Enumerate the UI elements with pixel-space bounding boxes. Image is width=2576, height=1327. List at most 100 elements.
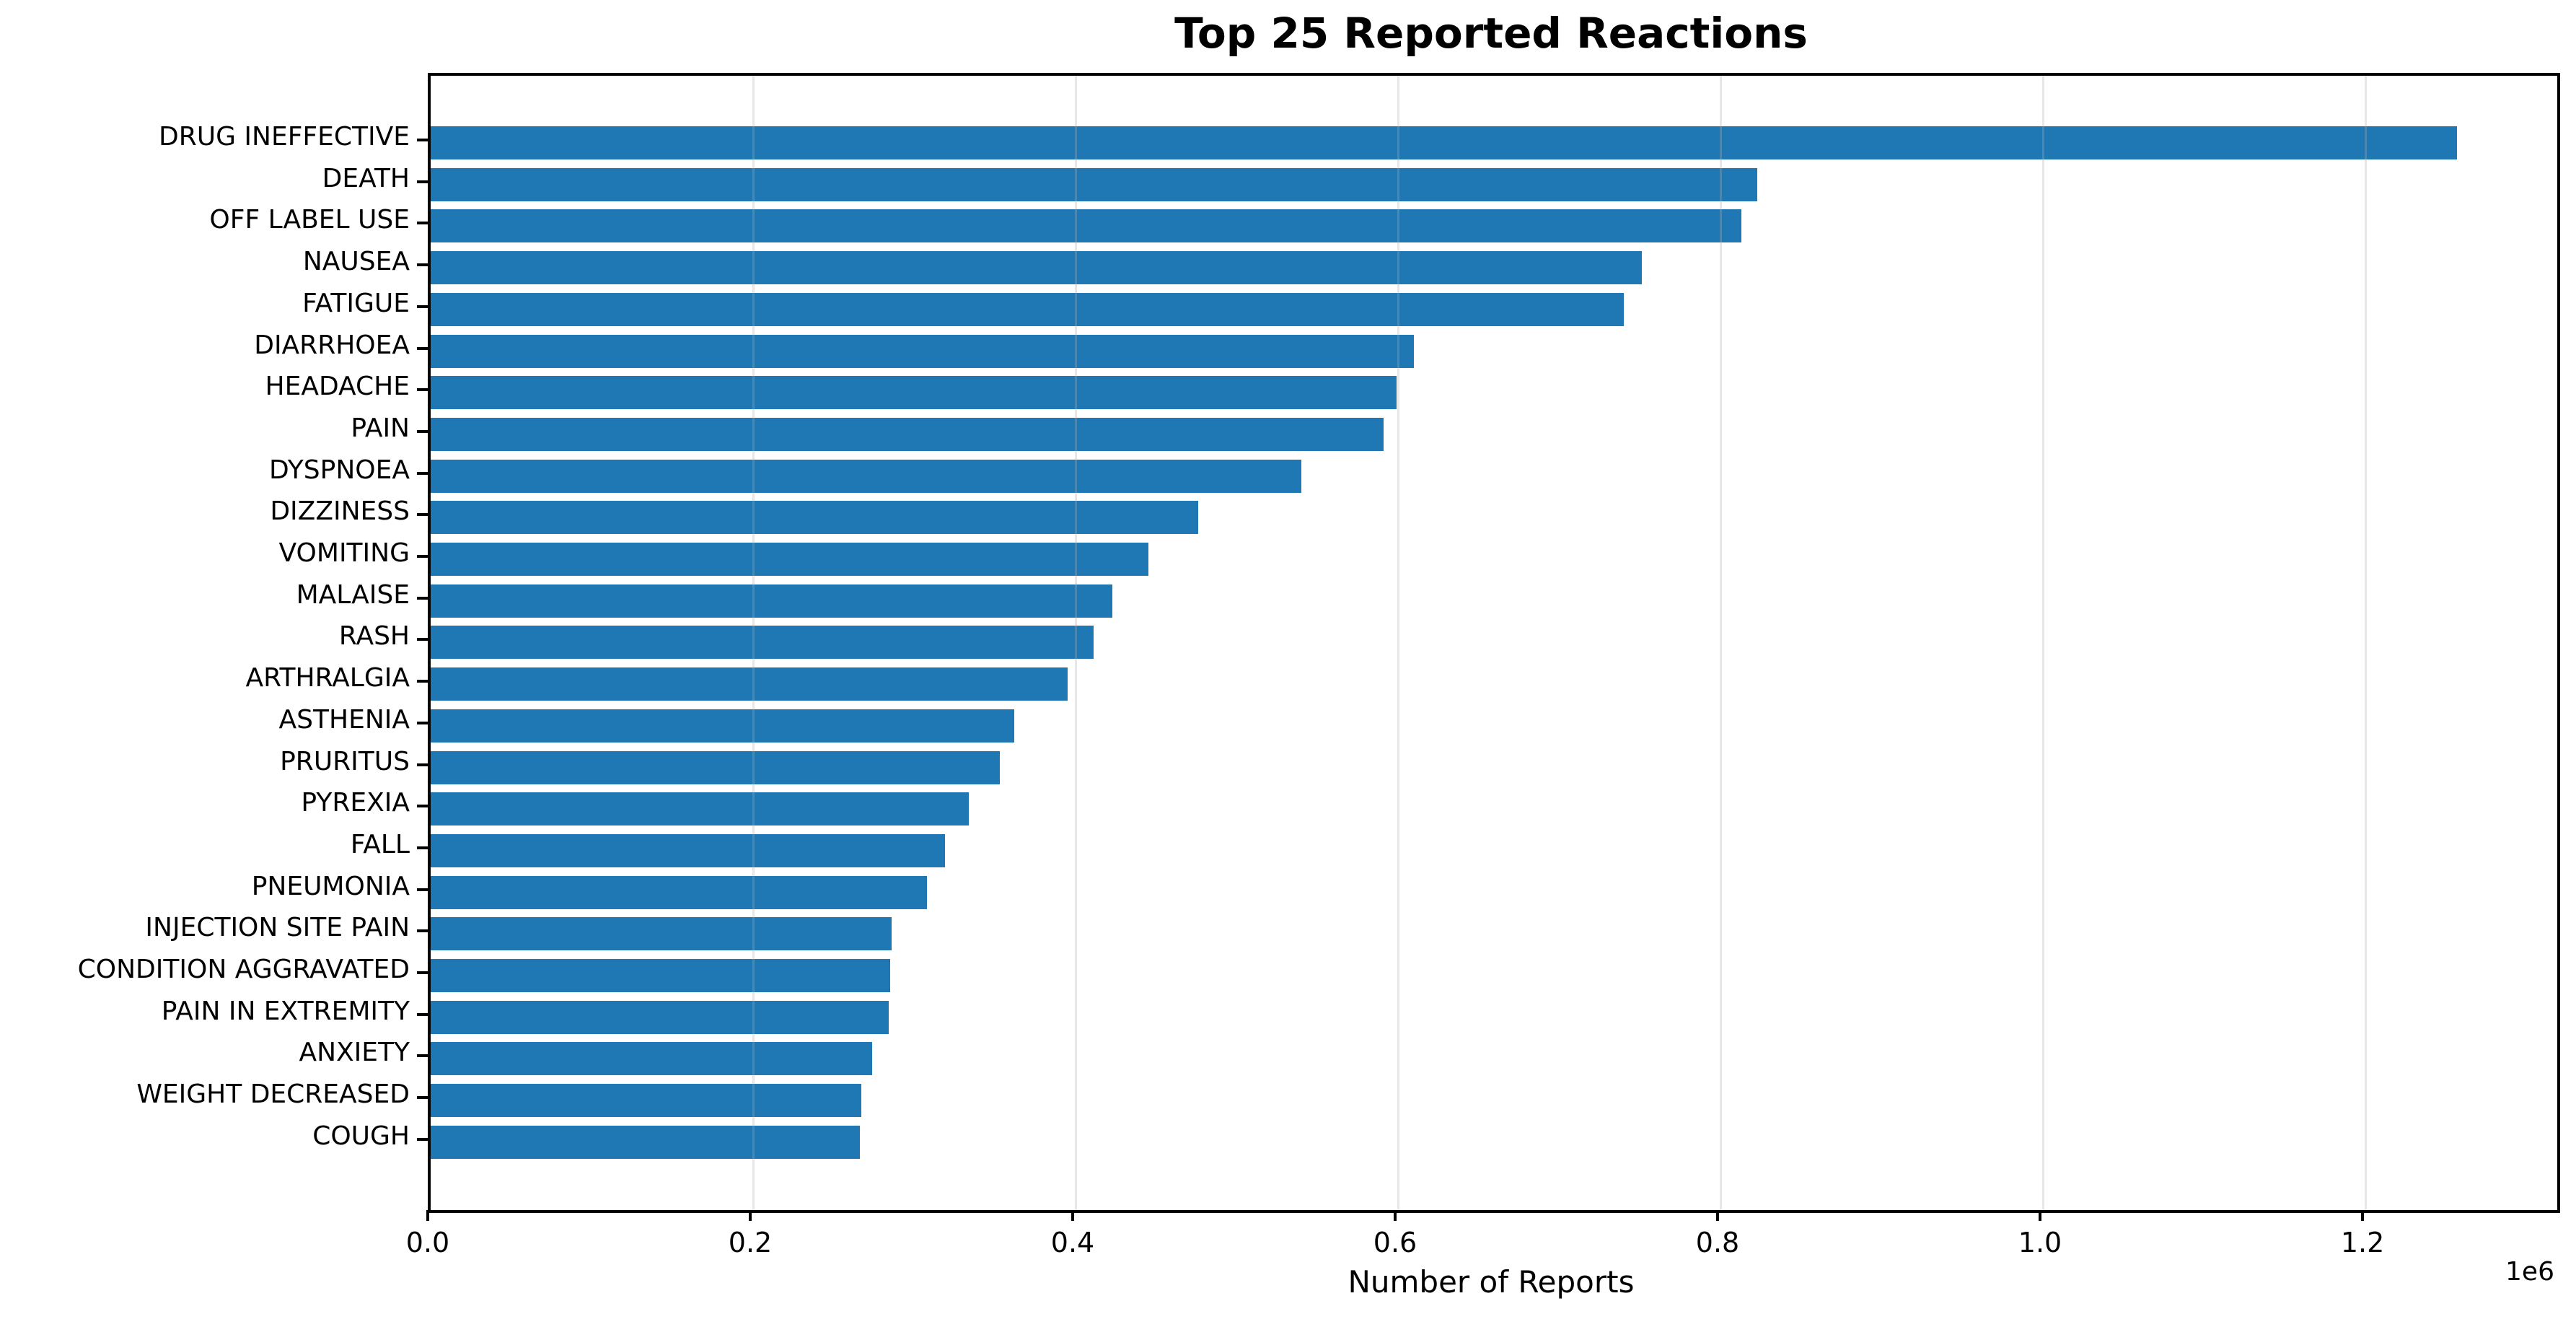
y-tick-mark [417, 638, 428, 641]
bar-drug-ineffective [431, 126, 2458, 159]
y-tick-label: INJECTION SITE PAIN [145, 913, 410, 943]
bar-pain-in-extremity [431, 1000, 889, 1034]
x-tick-mark [2361, 1210, 2365, 1221]
y-tick-mark [417, 263, 428, 267]
y-tick-mark [417, 971, 428, 974]
y-tick-label: COUGH [312, 1121, 410, 1151]
y-tick-label: DIARRHOEA [254, 330, 410, 360]
y-tick-mark [417, 1054, 428, 1058]
y-tick-label: HEADACHE [265, 372, 410, 402]
y-tick-mark [417, 388, 428, 392]
gridline [2364, 76, 2367, 1210]
bar-weight-decreased [431, 1084, 861, 1118]
y-tick-label: FALL [350, 829, 410, 859]
bar-asthenia [431, 709, 1015, 743]
y-tick-mark [417, 222, 428, 225]
bar-injection-site-pain [431, 917, 892, 951]
y-tick-mark [417, 721, 428, 724]
y-tick-mark [417, 1137, 428, 1141]
y-tick-mark [417, 1096, 428, 1100]
x-axis-label: Number of Reports [1348, 1264, 1635, 1300]
y-tick-mark [417, 305, 428, 308]
y-tick-label: DIZZINESS [270, 496, 410, 527]
x-tick-label: 0.8 [1695, 1227, 1740, 1258]
y-tick-label: PAIN IN EXTREMITY [161, 996, 410, 1026]
gridline [1719, 76, 1722, 1210]
bar-condition-aggravated [431, 959, 890, 992]
y-tick-label: CONDITION AGGRAVATED [77, 955, 410, 984]
bar-pyrexia [431, 792, 970, 826]
y-tick-mark [417, 929, 428, 933]
x-tick-label: 1.2 [2340, 1227, 2385, 1258]
x-tick-label: 0.0 [405, 1227, 450, 1258]
gridline [2041, 76, 2044, 1210]
x-tick-mark [426, 1210, 429, 1221]
bar-pain [431, 417, 1384, 451]
y-tick-mark [417, 680, 428, 683]
gridline [1074, 76, 1077, 1210]
y-tick-label: OFF LABEL USE [209, 205, 410, 235]
bar-headache [431, 376, 1397, 410]
y-tick-mark [417, 555, 428, 558]
bar-arthralgia [431, 667, 1068, 701]
x-tick-mark [1716, 1210, 1720, 1221]
bar-dizziness [431, 501, 1198, 535]
y-tick-label: DEATH [322, 163, 410, 193]
y-tick-label: DYSPNOEA [269, 455, 410, 485]
bar-diarrhoea [431, 334, 1415, 368]
bar-dyspnoea [431, 459, 1301, 493]
y-tick-label: PRURITUS [280, 746, 410, 776]
y-tick-mark [417, 596, 428, 600]
bar-cough [431, 1125, 860, 1159]
y-tick-mark [417, 1012, 428, 1016]
y-tick-label: WEIGHT DECREASED [136, 1079, 410, 1110]
y-tick-mark [417, 180, 428, 183]
gridline [1397, 76, 1399, 1210]
bar-fatigue [431, 292, 1624, 326]
y-tick-mark [417, 888, 428, 891]
y-tick-mark [417, 513, 428, 517]
bar-anxiety [431, 1042, 873, 1076]
y-tick-label: RASH [338, 621, 410, 652]
y-tick-mark [417, 805, 428, 808]
y-tick-label: ASTHENIA [278, 704, 410, 735]
y-tick-label: PYREXIA [301, 788, 410, 818]
bar-fall [431, 833, 945, 867]
bar-nausea [431, 251, 1642, 285]
x-tick-mark [2039, 1210, 2042, 1221]
x-tick-label: 0.2 [728, 1227, 773, 1258]
x-tick-mark [1394, 1210, 1397, 1221]
bar-rash [431, 626, 1094, 660]
y-tick-label: MALAISE [296, 579, 410, 610]
y-tick-mark [417, 763, 428, 766]
y-tick-label: ANXIETY [299, 1038, 410, 1068]
x-tick-label: 0.4 [1050, 1227, 1095, 1258]
y-tick-label: NAUSEA [302, 247, 410, 277]
x-tick-mark [1071, 1210, 1074, 1221]
x-tick-label: 1.0 [2018, 1227, 2062, 1258]
y-tick-mark [417, 846, 428, 849]
bar-pneumonia [431, 875, 928, 909]
y-tick-label: DRUG INEFFECTIVE [159, 122, 410, 152]
axis-offset-text: 1e6 [2505, 1257, 2554, 1287]
y-tick-mark [417, 139, 428, 141]
x-tick-mark [749, 1210, 752, 1221]
y-tick-mark [417, 346, 428, 350]
bar-vomiting [431, 543, 1148, 576]
y-tick-label: VOMITING [278, 538, 410, 568]
plot-area [428, 73, 2560, 1213]
y-tick-mark [417, 471, 428, 475]
bar-pruritus [431, 750, 1000, 784]
x-tick-label: 0.6 [1373, 1227, 1417, 1258]
y-tick-label: ARTHRALGIA [245, 663, 410, 693]
gridline [752, 76, 755, 1210]
bar-malaise [431, 584, 1113, 618]
chart-title: Top 25 Reported Reactions [1174, 9, 1808, 58]
y-tick-mark [417, 429, 428, 433]
bar-death [431, 167, 1758, 201]
y-tick-label: PAIN [351, 413, 410, 443]
y-tick-label: PNEUMONIA [251, 871, 410, 901]
y-tick-label: FATIGUE [302, 288, 410, 318]
bar-off-label-use [431, 209, 1742, 243]
